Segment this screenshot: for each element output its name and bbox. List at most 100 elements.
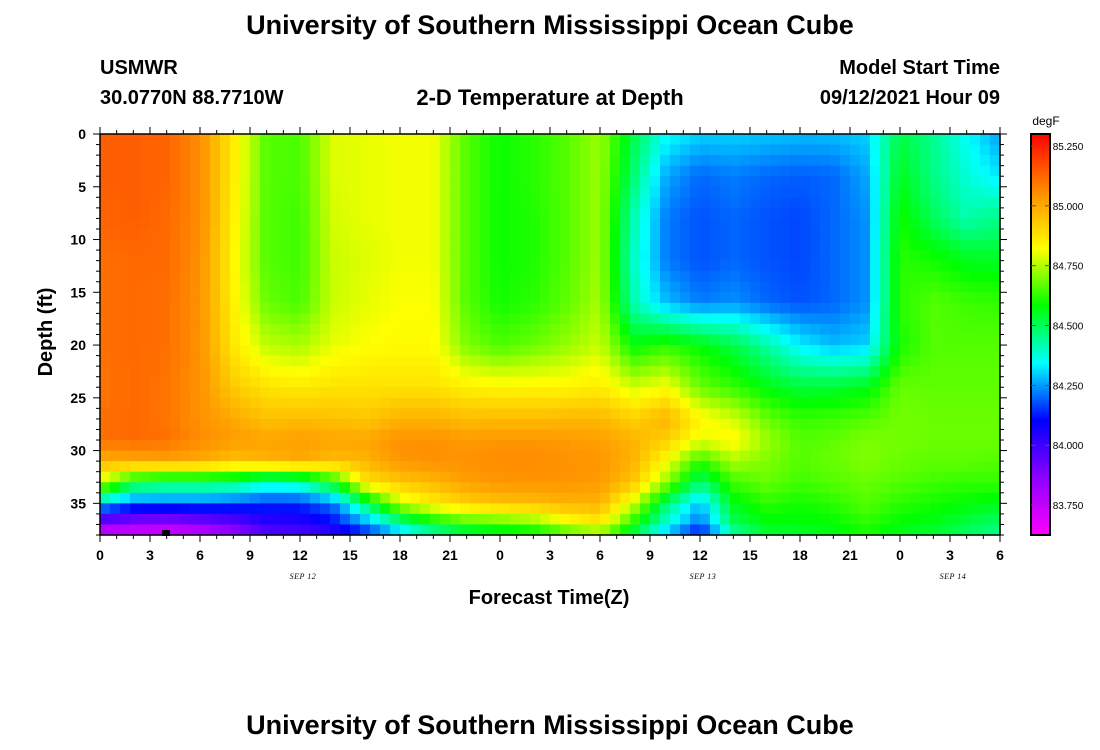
heatmap-cell	[650, 144, 661, 156]
heatmap-cell	[240, 271, 251, 283]
heatmap-cell	[920, 429, 931, 441]
heatmap-cell	[370, 376, 381, 388]
heatmap-cell	[140, 408, 151, 420]
heatmap-cell	[550, 207, 561, 220]
heatmap-cell	[420, 165, 431, 177]
heatmap-cell	[610, 366, 621, 378]
heatmap-cell	[530, 165, 541, 177]
heatmap-cell	[190, 302, 201, 314]
heatmap-cell	[680, 302, 691, 314]
heatmap-cell	[950, 387, 961, 399]
heatmap-cell	[680, 292, 691, 304]
heatmap-cell	[970, 228, 981, 241]
heatmap-cell	[170, 355, 181, 367]
heatmap-cell	[600, 387, 611, 399]
heatmap-cell	[920, 165, 931, 177]
heatmap-cell	[620, 207, 631, 220]
heatmap-cell	[980, 408, 991, 420]
heatmap-cell	[320, 524, 331, 536]
heatmap-cell	[800, 418, 811, 431]
heatmap-cell	[580, 197, 591, 209]
heatmap-cell	[370, 482, 381, 494]
heatmap-cell	[250, 334, 261, 346]
heatmap-cell	[990, 228, 1001, 241]
heatmap-cell	[860, 376, 871, 388]
heatmap-cell	[260, 292, 271, 304]
heatmap-cell	[340, 302, 351, 314]
heatmap-cell	[450, 376, 461, 388]
heatmap-cell	[600, 408, 611, 420]
heatmap-cell	[900, 197, 911, 209]
heatmap-cell	[330, 271, 341, 283]
heatmap-cell	[670, 250, 681, 262]
heatmap-cell	[460, 260, 471, 272]
heatmap-cell	[120, 376, 131, 388]
heatmap-cell	[210, 239, 221, 251]
heatmap-cell	[870, 207, 881, 220]
heatmap-cell	[110, 355, 121, 367]
heatmap-cell	[470, 524, 481, 536]
heatmap-cell	[960, 461, 971, 473]
heatmap-cell	[690, 387, 701, 399]
heatmap-cell	[550, 155, 561, 167]
heatmap-cell	[870, 355, 881, 367]
colorbar-tick-label: 83.750	[1053, 501, 1084, 512]
heatmap-cell	[930, 260, 941, 272]
heatmap-cells	[100, 134, 1001, 536]
heatmap-cell	[200, 302, 211, 314]
heatmap-cell	[880, 450, 891, 462]
heatmap-cell	[970, 313, 981, 325]
heatmap-cell	[380, 440, 391, 452]
heatmap-cell	[360, 292, 371, 304]
heatmap-cell	[330, 345, 341, 357]
heatmap-cell	[320, 334, 331, 346]
heatmap-cell	[370, 218, 381, 230]
heatmap-cell	[180, 503, 191, 515]
heatmap-cell	[820, 197, 831, 209]
heatmap-cell	[160, 450, 171, 462]
heatmap-cell	[870, 492, 881, 504]
heatmap-cell	[900, 355, 911, 367]
x-tick-label: 0	[96, 547, 104, 563]
heatmap-cell	[950, 345, 961, 357]
heatmap-cell	[770, 471, 781, 483]
heatmap-cell	[790, 345, 801, 357]
heatmap-cell	[330, 313, 341, 325]
heatmap-cell	[680, 186, 691, 198]
heatmap-cell	[330, 397, 341, 409]
heatmap-cell	[510, 366, 521, 378]
heatmap-cell	[710, 513, 721, 526]
heatmap-cell	[490, 397, 501, 409]
heatmap-cell	[520, 218, 531, 230]
heatmap-cell	[270, 165, 281, 177]
heatmap-cell	[950, 355, 961, 367]
heatmap-cell	[460, 292, 471, 304]
heatmap-cell	[350, 271, 361, 283]
heatmap-cell	[800, 429, 811, 441]
heatmap-cell	[470, 207, 481, 220]
heatmap-cell	[220, 387, 231, 399]
heatmap-cell	[660, 418, 671, 431]
heatmap-cell	[390, 471, 401, 483]
heatmap-cell	[710, 144, 721, 156]
x-axis-label: Forecast Time(Z)	[469, 587, 630, 609]
heatmap-cell	[560, 302, 571, 314]
heatmap-cell	[230, 197, 241, 209]
heatmap-cell	[920, 524, 931, 536]
heatmap-cell	[210, 355, 221, 367]
heatmap-cell	[560, 313, 571, 325]
heatmap-cell	[980, 345, 991, 357]
heatmap-cell	[930, 492, 941, 504]
x-tick-label: 3	[946, 547, 954, 563]
heatmap-cell	[920, 292, 931, 304]
heatmap-cell	[110, 450, 121, 462]
heatmap-cell	[640, 376, 651, 388]
heatmap-cell	[720, 482, 731, 494]
heatmap-cell	[330, 334, 341, 346]
heatmap-cell	[590, 492, 601, 504]
heatmap-cell	[890, 165, 901, 177]
heatmap-cell	[440, 207, 451, 220]
heatmap-cell	[100, 155, 111, 167]
heatmap-cell	[510, 228, 521, 241]
heatmap-cell	[850, 513, 861, 526]
